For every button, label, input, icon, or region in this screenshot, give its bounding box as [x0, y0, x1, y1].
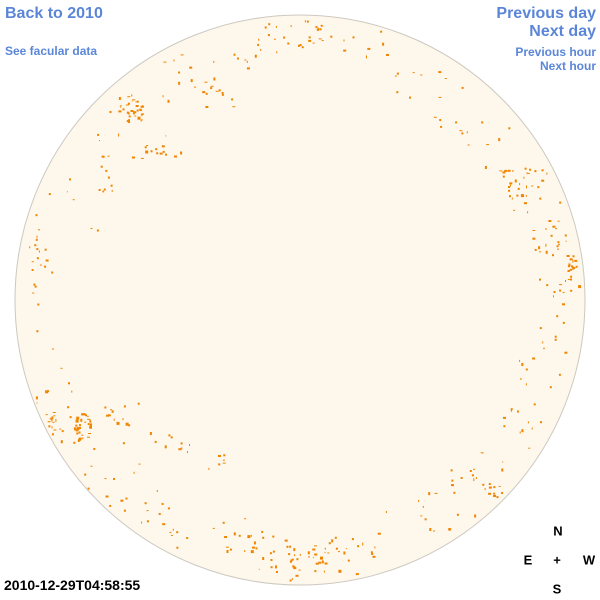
compass-east-label: E: [523, 552, 533, 568]
compass-center-mark: +: [553, 552, 561, 568]
see-facular-data-link[interactable]: See facular data: [5, 44, 98, 58]
day-navigation: Previous day Next day: [496, 5, 596, 41]
next-hour-link[interactable]: Next hour: [539, 59, 596, 73]
previous-hour-link[interactable]: Previous hour: [515, 45, 596, 59]
compass-north-label: N: [553, 523, 563, 539]
solar-disk: [14, 14, 586, 586]
compass-rose: N E + W S: [510, 514, 600, 600]
previous-day-link[interactable]: Previous day: [496, 5, 596, 22]
compass-west-label: W: [582, 552, 596, 568]
hour-navigation: Previous hour Next hour: [515, 45, 596, 73]
observation-timestamp: 2010-12-29T04:58:55: [4, 577, 141, 593]
next-day-link[interactable]: Next day: [529, 23, 596, 40]
faculae-dots: [29, 20, 582, 582]
back-to-year-link[interactable]: Back to 2010: [5, 5, 103, 22]
compass-south-label: S: [552, 581, 562, 597]
